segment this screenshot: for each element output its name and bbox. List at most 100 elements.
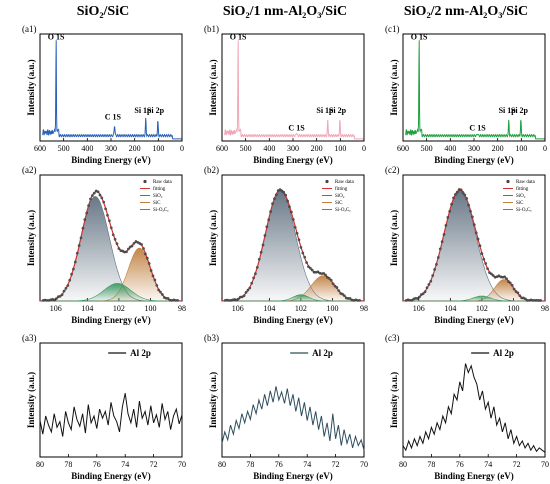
peak-annotation: C 1S <box>288 123 305 132</box>
raw-data-point <box>512 287 516 291</box>
raw-data-point <box>427 283 431 286</box>
raw-data-point <box>73 260 77 264</box>
raw-data-point <box>250 281 254 285</box>
x-tick-label: 600 <box>397 144 409 153</box>
y-axis-label: Intensity (a.u.) <box>389 210 399 266</box>
raw-data-point <box>316 270 320 274</box>
x-tick-label: 80 <box>36 460 44 469</box>
raw-data-point <box>83 218 87 221</box>
raw-data-point <box>518 294 522 298</box>
x-tick-label: 102 <box>476 304 488 313</box>
raw-data-point <box>295 231 299 235</box>
raw-data-point <box>166 297 170 300</box>
legend-entry: Raw data <box>153 180 173 185</box>
legend-entry: Raw data <box>516 180 536 185</box>
raw-data-point <box>155 284 159 287</box>
raw-data-point <box>75 251 79 255</box>
x-tick-label: 0 <box>362 144 366 153</box>
x-tick-label: 100 <box>152 144 164 153</box>
raw-data-point <box>252 276 255 280</box>
x-tick-label: 72 <box>332 460 340 469</box>
x-tick-label: 106 <box>413 304 425 313</box>
raw-data-point <box>161 293 164 296</box>
panel-a3: (a3) 80 78 76 74 72 70 Binding Energy (eV) Inten… <box>22 333 186 481</box>
raw-data-point <box>293 225 297 229</box>
raw-data-point <box>274 193 278 197</box>
x-axis-label: Binding Energy (eV) <box>434 471 514 481</box>
raw-data-point <box>436 256 440 259</box>
panel-a2: (a2) 106 104 102 100 98 Binding Energy (eV) Int… <box>22 165 186 325</box>
raw-data-point <box>337 289 341 293</box>
raw-data-point <box>524 297 527 301</box>
peak-annotation: O 1S <box>48 32 65 41</box>
raw-data-point <box>478 244 482 248</box>
panel-c3: (c3) 80 78 76 74 72 70 Binding Energy (eV) Inten… <box>385 333 549 481</box>
raw-data-point <box>58 294 62 298</box>
raw-data-point <box>68 278 72 282</box>
raw-data-point <box>507 280 510 283</box>
raw-data-point <box>176 299 179 302</box>
raw-data-point <box>307 265 310 269</box>
plot-frame <box>221 342 365 458</box>
x-tick-label: 400 <box>444 144 456 153</box>
component-0 <box>402 189 545 302</box>
raw-data-point <box>299 246 303 249</box>
raw-data-point <box>66 284 70 287</box>
raw-data-point <box>282 190 286 194</box>
raw-data-point <box>418 295 421 299</box>
column-title-a1: SiO₂/SiC <box>77 4 129 19</box>
x-tick-label: 80 <box>399 460 407 469</box>
raw-data-point <box>490 272 493 276</box>
raw-data-point <box>459 188 463 192</box>
raw-data-point <box>484 262 488 265</box>
x-tick-label: 600 <box>34 144 46 153</box>
raw-data-point <box>539 299 542 302</box>
raw-data-point <box>510 283 514 287</box>
panel-label: (c1) <box>385 24 400 34</box>
raw-data-point <box>454 193 457 196</box>
raw-data-point <box>508 281 512 285</box>
raw-data-point <box>431 274 435 277</box>
survey-line <box>224 40 364 140</box>
x-tick-label: 300 <box>287 144 299 153</box>
x-tick-label: 500 <box>240 144 252 153</box>
x-tick-label: 74 <box>121 460 129 469</box>
raw-data-point <box>310 268 314 272</box>
panel-label: (a1) <box>22 24 37 34</box>
x-tick-label: 70 <box>360 460 368 469</box>
raw-data-point <box>286 199 289 203</box>
raw-data-point <box>109 226 113 230</box>
x-tick-label: 400 <box>81 144 93 153</box>
raw-data-point <box>72 267 75 271</box>
panel-label: (b1) <box>204 24 219 34</box>
x-tick-label: 106 <box>232 304 244 313</box>
x-tick-label: 0 <box>543 144 547 153</box>
column-title-b1: SiO₂/1 nm-Al₂O₃/SiC <box>223 4 347 19</box>
raw-data-point <box>125 250 128 254</box>
x-tick-label: 72 <box>150 460 158 469</box>
raw-data-point <box>343 294 346 298</box>
x-axis-label: Binding Energy (eV) <box>71 471 151 481</box>
x-tick-label: 72 <box>513 460 521 469</box>
raw-data-point <box>55 297 58 300</box>
raw-data-point <box>254 272 257 276</box>
x-tick-label: 70 <box>541 460 549 469</box>
raw-data-point <box>91 194 94 197</box>
raw-data-point <box>100 196 104 200</box>
x-tick-label: 104 <box>444 304 456 313</box>
x-tick-label: 106 <box>50 304 62 313</box>
raw-data-point <box>429 279 433 283</box>
panel-b3: (b3) 80 78 76 74 72 70 Binding Energy (eV) Inten… <box>204 333 368 481</box>
peak-annotation: Si 2p <box>511 106 529 115</box>
raw-data-point <box>244 291 248 294</box>
x-tick-label: 76 <box>93 460 101 469</box>
x-tick-label: 80 <box>218 460 226 469</box>
raw-data-point <box>358 299 361 302</box>
y-axis-label: Intensity (a.u.) <box>208 372 218 428</box>
x-axis-label: Binding Energy (eV) <box>71 155 151 165</box>
legend-entry: SiC <box>516 201 524 206</box>
x-tick-label: 200 <box>311 144 323 153</box>
x-tick-label: 400 <box>263 144 275 153</box>
raw-data-point <box>257 257 261 261</box>
